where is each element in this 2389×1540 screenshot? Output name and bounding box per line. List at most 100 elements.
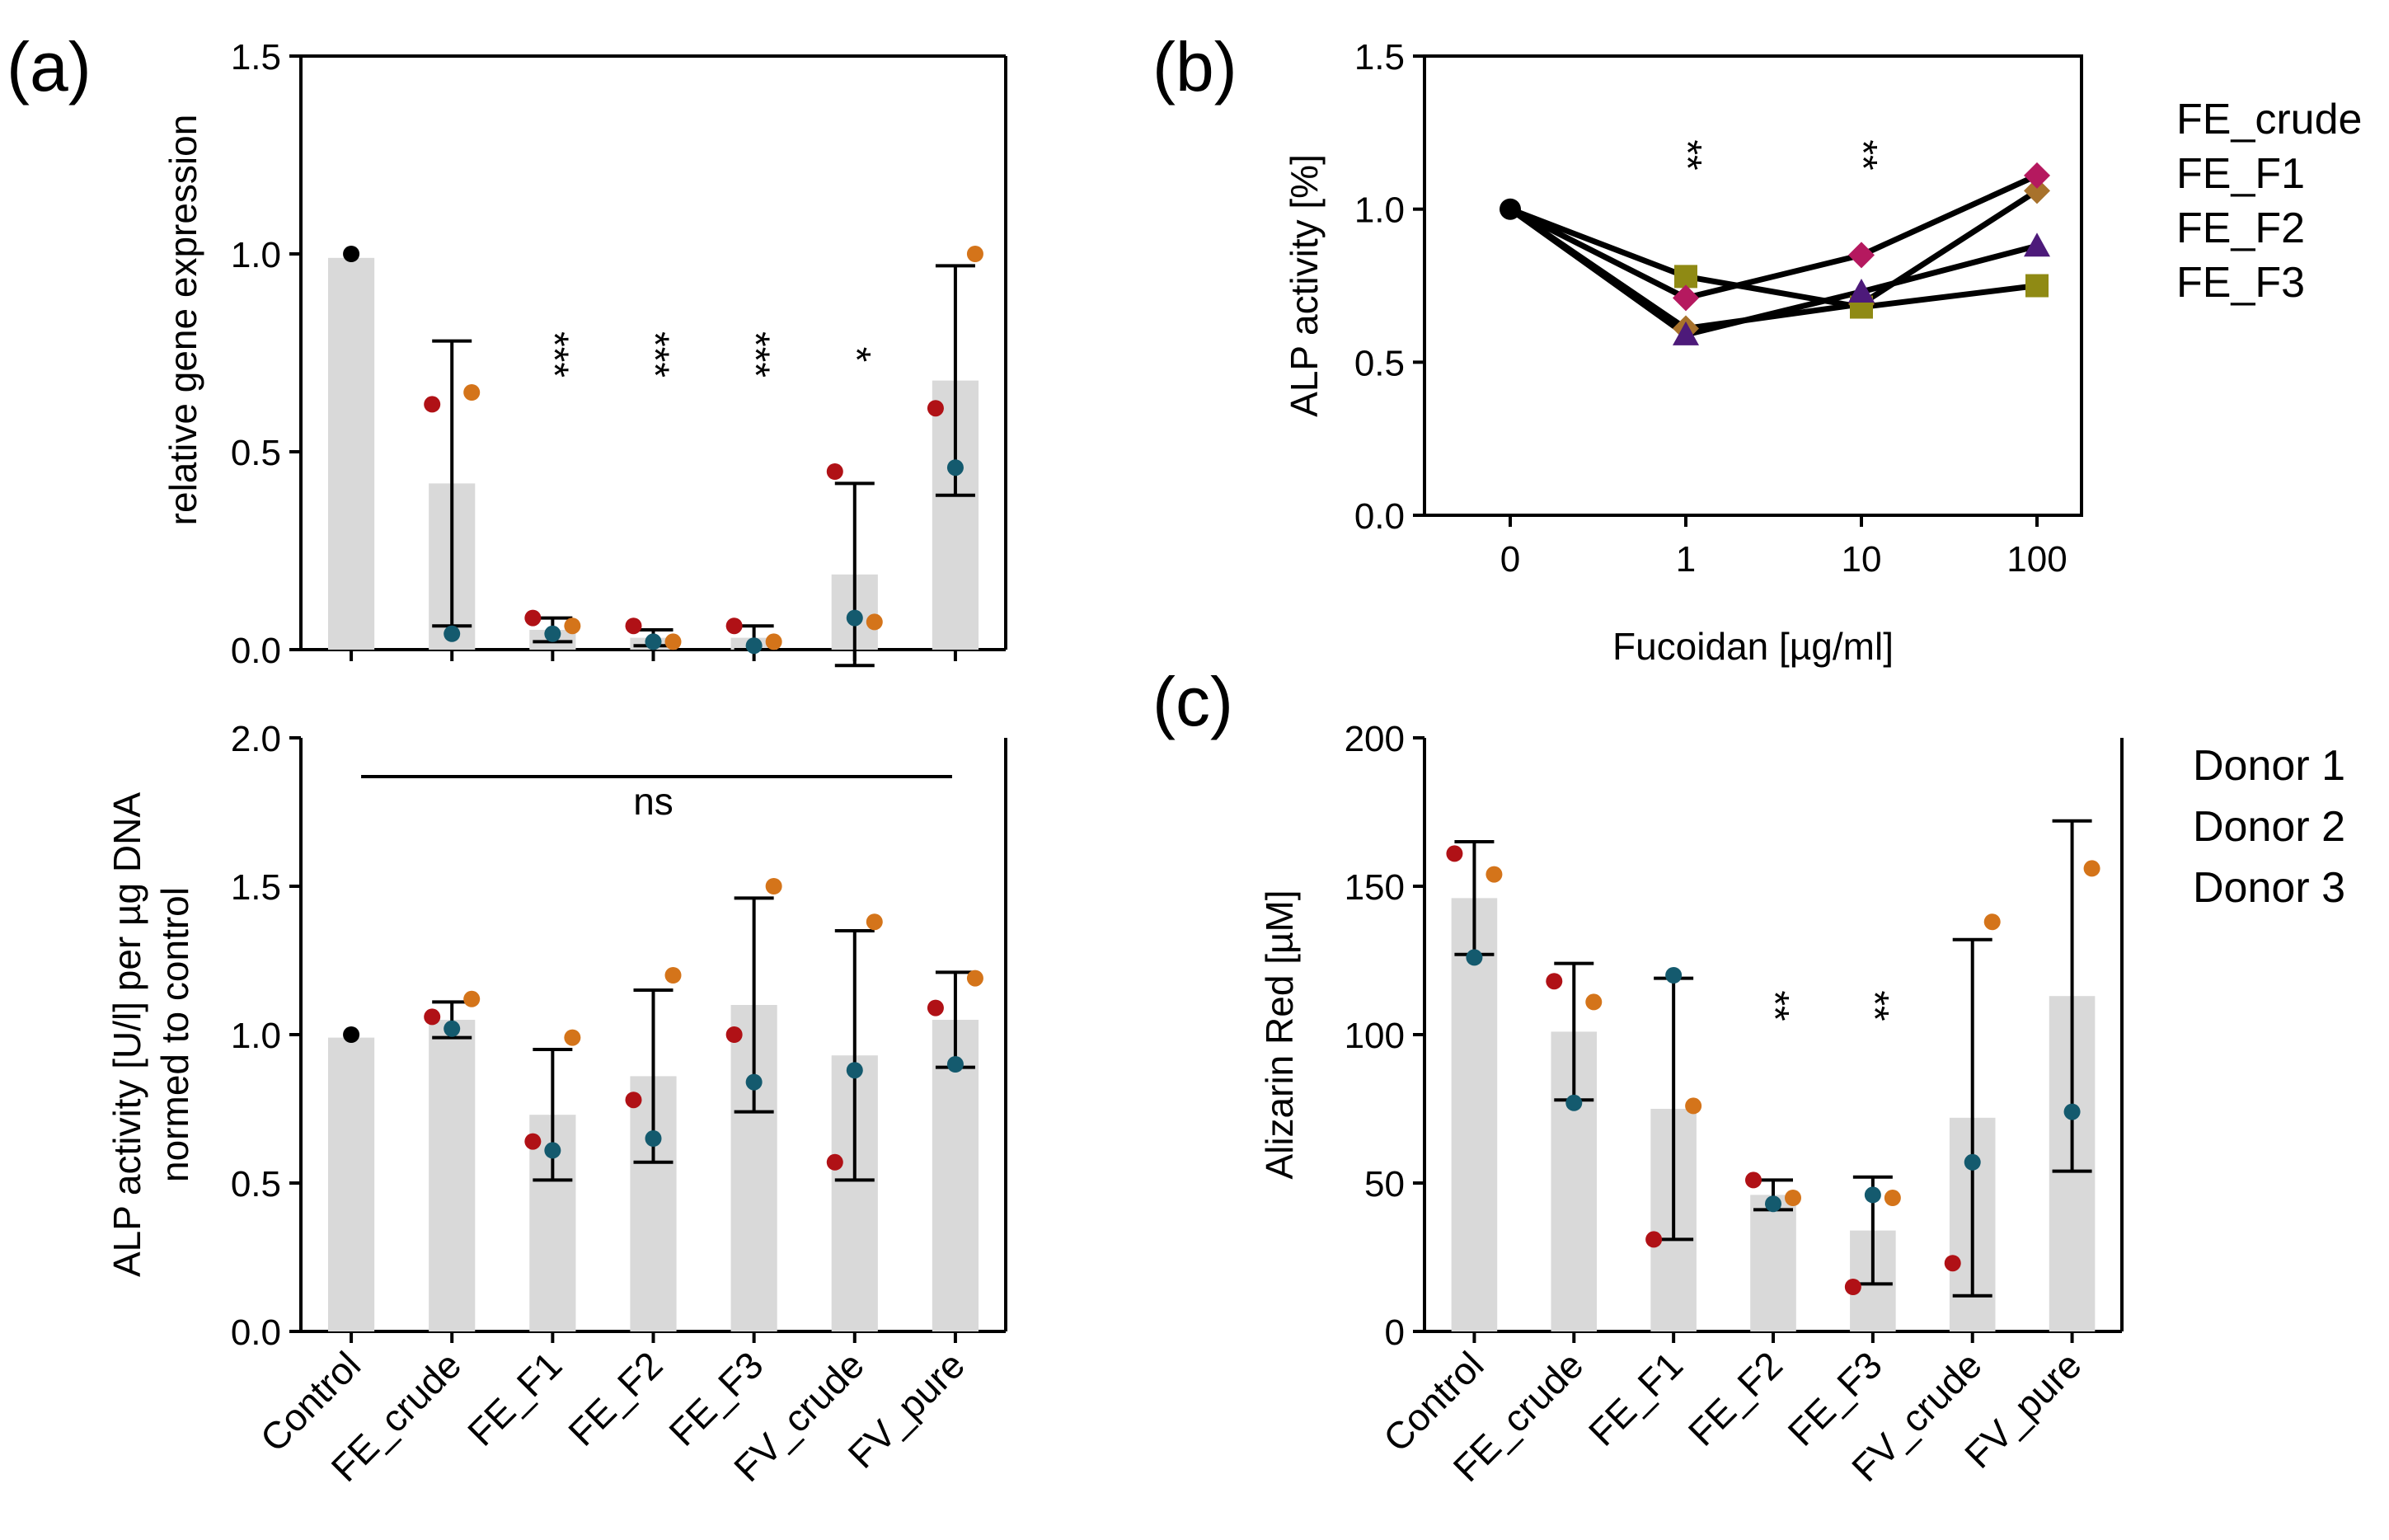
- y-tick-label: 0.0: [1354, 496, 1405, 537]
- bar: [327, 1037, 375, 1331]
- donor-point: [444, 1020, 461, 1037]
- legend-item-donor: Donor 1: [2193, 742, 2345, 790]
- y-tick-label: 0: [1385, 1312, 1405, 1353]
- donor-point: [463, 990, 481, 1007]
- donor-point: [1944, 1255, 1961, 1272]
- x-tick-label: FE_F1: [1580, 1343, 1691, 1453]
- donor-point: [745, 1073, 763, 1091]
- y-tick-label: 0.0: [231, 1312, 281, 1353]
- donor-point: [1745, 1171, 1762, 1189]
- donor-point: [524, 1133, 542, 1150]
- donor-point: [1785, 1190, 1801, 1206]
- donor-point: [846, 1062, 863, 1079]
- marker-square: [2025, 274, 2049, 298]
- marker-diamond: [2024, 177, 2050, 204]
- chart-alp-activity-line: 0.0 0.5 1.0 1.5 0 1 ** 10 ** 100 Fucoidan [µg/ml] A…: [1283, 37, 2083, 668]
- donor-point: [645, 1130, 662, 1147]
- donor-point: [664, 633, 682, 650]
- control-point: [343, 246, 360, 262]
- donor-point: [927, 999, 944, 1016]
- donor-point: [826, 463, 843, 480]
- donor-point: [927, 400, 944, 417]
- donor-point: [966, 970, 983, 987]
- marker-square: [1674, 265, 1697, 289]
- y-axis-label: relative gene expression: [162, 115, 204, 526]
- y-tick-label: 50: [1364, 1164, 1405, 1204]
- x-tick-label: 10: [1842, 539, 1882, 580]
- y-tick-label: 2.0: [231, 719, 281, 759]
- y-tick-label: 1.5: [231, 37, 281, 77]
- bar: [1451, 898, 1498, 1331]
- x-tick-label: 100: [2006, 539, 2067, 580]
- plot-frame: [1423, 54, 2083, 517]
- y-tick-label: 1.5: [1354, 37, 1405, 77]
- donor-point: [1485, 866, 1503, 883]
- donor-point: [2083, 860, 2100, 877]
- donor-point: [564, 1029, 581, 1046]
- donor-point: [524, 609, 542, 627]
- y-tick-label: 0.5: [1354, 343, 1405, 383]
- marker-diamond: [1848, 242, 1875, 269]
- donor-point: [1884, 1190, 1901, 1206]
- y-tick-label: 150: [1345, 867, 1405, 908]
- y-tick-label: 100: [1345, 1016, 1405, 1056]
- donor-point: [564, 617, 581, 635]
- x-tick-label: FE_F2: [1680, 1343, 1791, 1453]
- x-axis-label: Fucoidan [µg/ml]: [1612, 625, 1894, 668]
- donor-point: [725, 617, 743, 635]
- significance-label: ***: [633, 331, 677, 378]
- donor-point: [725, 1026, 743, 1043]
- ns-label: ns: [633, 780, 674, 823]
- marker-triangle: [1848, 278, 1875, 303]
- marker-diamond: [1673, 284, 1699, 312]
- legend-item-fraction: FE_crude: [2176, 96, 2362, 143]
- donor-point: [1983, 913, 2001, 931]
- legend-fractions: FE_crude FE_F1 FE_F2 FE_F3: [2176, 96, 2362, 307]
- panel-label-b: (b): [1152, 28, 1237, 106]
- significance-label: ***: [532, 331, 575, 378]
- donor-point: [544, 625, 561, 642]
- panel-label-c: (c): [1152, 663, 1233, 740]
- donor-point: [1645, 1231, 1663, 1248]
- legend-item-fraction: FE_F1: [2176, 150, 2305, 198]
- legend-item-donor: Donor 2: [2193, 803, 2345, 851]
- donor-point: [946, 459, 964, 477]
- y-axis-label: ALP activity [%]: [1283, 154, 1326, 417]
- donor-point: [765, 878, 782, 894]
- donor-point: [444, 625, 461, 642]
- y-tick-label: 200: [1345, 719, 1405, 759]
- donor-point: [645, 633, 662, 650]
- donor-point: [1546, 973, 1563, 990]
- y-axis-label: normed to control: [153, 887, 196, 1182]
- legend-item-fraction: FE_F2: [2176, 204, 2305, 252]
- donor-point: [424, 1008, 441, 1026]
- bar: [429, 1020, 476, 1331]
- legend-item-fraction: FE_F3: [2176, 259, 2305, 307]
- series-line: [1509, 172, 2039, 301]
- donor-point: [424, 396, 441, 413]
- donor-point: [625, 1092, 642, 1109]
- donor-point: [866, 613, 883, 631]
- donor-point: [2063, 1103, 2081, 1120]
- donor-point: [1565, 1094, 1583, 1111]
- x-tick-label: FE_F1: [459, 1343, 570, 1453]
- donor-point: [664, 967, 682, 984]
- donor-point: [1466, 949, 1483, 966]
- donor-point: [765, 633, 782, 650]
- start-point: [1500, 198, 1521, 220]
- y-tick-label: 1.0: [231, 1016, 281, 1056]
- y-tick-label: 0.5: [231, 433, 281, 473]
- y-tick-label: 1.0: [1354, 190, 1405, 231]
- donor-point: [846, 609, 863, 627]
- legend-item-donor: Donor 3: [2193, 864, 2345, 912]
- donor-point: [1446, 845, 1463, 862]
- series-line: [1508, 206, 2038, 338]
- significance-label: ***: [734, 331, 777, 378]
- donor-point: [1765, 1195, 1781, 1213]
- donor-point: [1844, 1279, 1861, 1295]
- bar: [327, 257, 375, 650]
- control-point: [343, 1026, 360, 1043]
- significance-label: **: [1841, 139, 1884, 170]
